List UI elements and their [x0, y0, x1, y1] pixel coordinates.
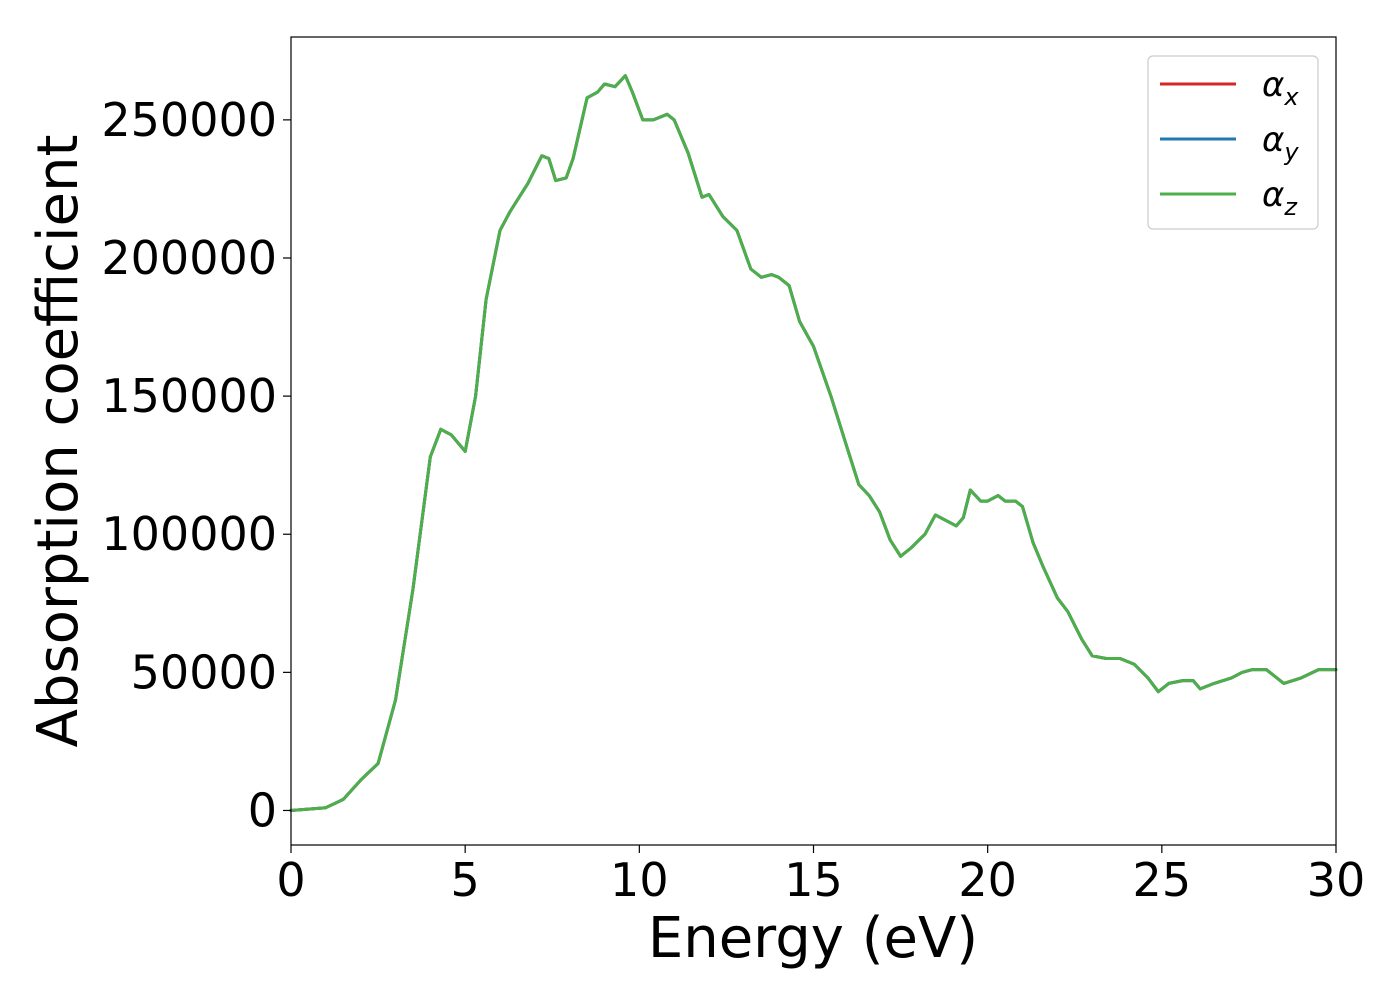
- y-tick-label: 250000: [101, 93, 277, 147]
- series-layer: [289, 74, 1338, 812]
- legend-label-y: αy: [1262, 120, 1299, 166]
- x-tick-label: 0: [276, 853, 305, 907]
- x-axis-ticks: 0 5 10 15 20 25 30: [276, 845, 1365, 907]
- legend: αx αy αz: [1147, 55, 1319, 230]
- x-tick-label: 10: [610, 853, 669, 907]
- y-tick-label: 50000: [131, 645, 277, 699]
- y-tick-label: 150000: [101, 369, 277, 423]
- legend-label-x: αx: [1262, 65, 1299, 111]
- y-axis-ticks: 0 50000 100000 150000 200000 250000: [101, 93, 291, 837]
- y-tick-label: 200000: [101, 231, 277, 285]
- legend-label-z: αz: [1262, 175, 1298, 221]
- x-tick-label: 15: [784, 853, 843, 907]
- y-tick-label: 0: [248, 783, 277, 837]
- x-tick-label: 5: [451, 853, 480, 907]
- y-tick-label: 100000: [101, 507, 277, 561]
- series-line-z: [289, 74, 1338, 812]
- legend-entries: αx αy αz: [1160, 65, 1299, 221]
- x-tick-label: 20: [958, 853, 1017, 907]
- y-axis-label: Absorption coefficient: [26, 135, 91, 748]
- x-tick-label: 25: [1133, 853, 1192, 907]
- x-tick-label: 30: [1307, 853, 1366, 907]
- legend-box: [1147, 55, 1319, 230]
- x-axis-label: Energy (eV): [648, 906, 978, 971]
